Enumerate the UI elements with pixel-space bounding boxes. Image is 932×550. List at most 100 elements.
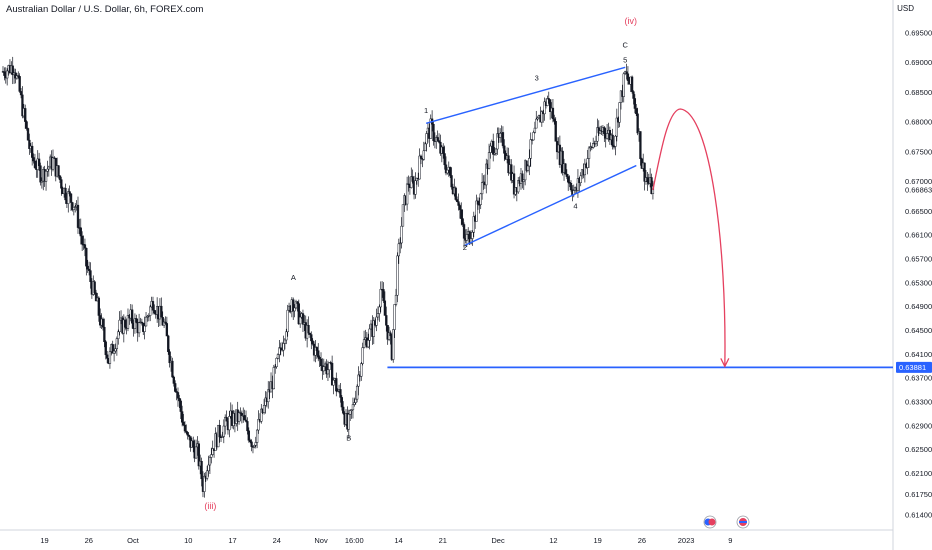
candle-body — [26, 128, 30, 141]
candle-body — [146, 316, 149, 318]
time-axis[interactable]: 19 26 Oct 10 17 24 Nov 16:00 14 21 Dec 12 19 26 2023 9 — [40, 536, 732, 545]
candle-body — [180, 411, 184, 423]
candle-body — [310, 334, 313, 342]
candle-body — [354, 398, 357, 403]
wave-label: 1 — [424, 106, 428, 115]
candle-body — [308, 332, 312, 335]
candle-body — [197, 443, 200, 467]
candle-body — [247, 430, 250, 441]
candle-body — [276, 354, 280, 359]
candle-body — [561, 150, 564, 173]
candle-body — [492, 140, 495, 155]
price-tick-label: 0.62900 — [905, 421, 932, 430]
price-tick-label: 0.69000 — [905, 58, 932, 67]
candle-body — [203, 475, 206, 492]
economic-events[interactable] — [703, 515, 750, 529]
candle-body — [351, 404, 355, 411]
candle-body — [576, 178, 580, 191]
wave-label: 5 — [623, 56, 627, 65]
candle-body — [415, 178, 418, 181]
candle-body — [446, 169, 449, 174]
candle-body — [133, 318, 137, 329]
candle-body — [40, 180, 44, 183]
price-tick-label: 0.68000 — [905, 118, 932, 127]
price-tick-label: 0.64500 — [905, 326, 932, 335]
candle-body — [357, 374, 360, 387]
candle-body — [605, 133, 609, 139]
candle-body — [569, 182, 573, 191]
time-tick-label: 19 — [40, 536, 48, 545]
event-flag-icon[interactable] — [736, 515, 750, 529]
candle-body — [244, 419, 248, 422]
candle-body — [44, 170, 48, 182]
candle-body — [250, 441, 253, 447]
drawings[interactable] — [387, 66, 893, 369]
candle-body — [71, 202, 74, 210]
candle-body — [335, 378, 338, 392]
candle-body — [257, 419, 260, 431]
candle-body — [255, 429, 259, 443]
candle-body — [81, 235, 84, 245]
candle-body — [586, 158, 589, 168]
currency-label: USD — [897, 4, 914, 13]
candle-body — [342, 406, 345, 414]
candle-body — [274, 366, 277, 368]
price-axis[interactable]: 0.69500 0.69000 0.68500 0.68000 0.67500 0.670… — [896, 28, 932, 520]
candle-body — [418, 155, 421, 180]
candle-body — [89, 270, 92, 282]
candle-body — [549, 99, 552, 112]
candle-body — [210, 454, 213, 458]
candle-body — [376, 313, 380, 318]
candle-body — [461, 218, 464, 225]
upper-trendline — [425, 66, 626, 124]
candle-body — [137, 322, 141, 334]
wave-label: (iii) — [204, 501, 216, 511]
candle-body — [87, 268, 91, 271]
candle-body — [622, 73, 625, 97]
time-tick-label: 21 — [439, 536, 447, 545]
candle-body — [592, 142, 595, 148]
candle-body — [151, 301, 155, 311]
candle-body — [286, 309, 289, 333]
candle-body — [367, 340, 370, 348]
candle-body — [194, 446, 198, 459]
candle-body — [86, 265, 89, 270]
candle-body — [33, 160, 37, 168]
candle-body — [57, 165, 60, 177]
candle-body — [25, 121, 28, 129]
candle-body — [72, 207, 75, 210]
candle-body — [603, 127, 606, 134]
candle-body — [529, 139, 532, 159]
time-tick-label: 2023 — [678, 536, 695, 545]
symbol-title[interactable]: Australian Dollar / U.S. Dollar, 6h, FOR… — [6, 4, 204, 15]
candle-body — [64, 187, 67, 201]
candle-body — [112, 350, 116, 354]
candle-body — [275, 358, 278, 367]
candle-body — [347, 413, 350, 430]
candle-body — [487, 152, 491, 169]
candle-body — [307, 325, 310, 334]
candle-body — [79, 227, 82, 237]
candle-body — [28, 139, 31, 149]
event-flag-icon[interactable] — [703, 515, 717, 529]
candle-body — [172, 376, 175, 384]
price-tick-label: 0.64100 — [905, 350, 932, 359]
candle-body — [525, 160, 528, 171]
candle-body — [389, 332, 392, 337]
candle-body — [393, 304, 396, 330]
candle-body — [147, 315, 150, 317]
candle-body — [3, 71, 6, 76]
candle-body — [74, 206, 77, 208]
candle-body — [594, 140, 598, 145]
candle-body — [143, 325, 146, 332]
candle-body — [565, 173, 568, 177]
candle-body — [485, 163, 488, 186]
candle-body — [465, 234, 468, 241]
candle-body — [108, 351, 112, 364]
candle-body — [103, 326, 106, 343]
candle-body — [336, 390, 339, 393]
candle-body — [185, 430, 188, 433]
candle-body — [311, 340, 314, 345]
price-tick-label: 0.63300 — [905, 397, 932, 406]
